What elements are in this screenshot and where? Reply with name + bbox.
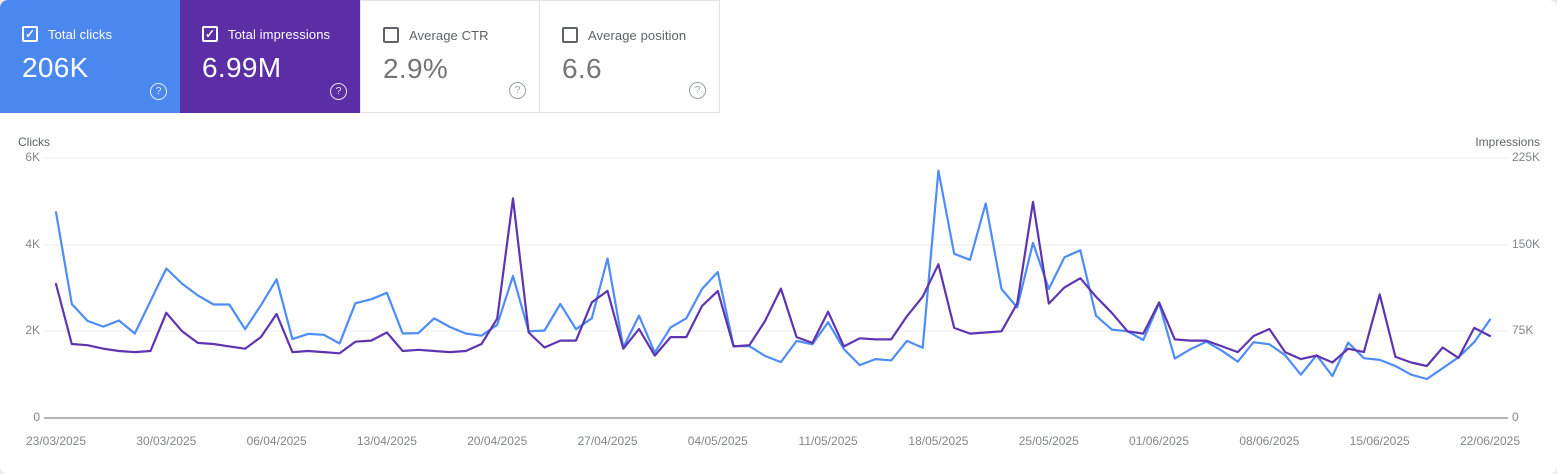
x-axis-tick-label: 11/05/2025	[798, 434, 858, 448]
left-axis-tick-label: 2K	[25, 323, 40, 337]
checkbox-unchecked-icon[interactable]	[562, 27, 578, 43]
checkbox-checked-icon[interactable]: ✓	[202, 26, 218, 42]
x-axis-tick-label: 27/04/2025	[577, 434, 638, 448]
metric-label: Total clicks	[48, 26, 113, 42]
help-icon[interactable]: ?	[150, 83, 167, 100]
right-axis-title: Impressions	[1475, 135, 1540, 149]
left-axis-tick-label: 6K	[25, 150, 40, 164]
right-axis-tick-label: 225K	[1512, 150, 1541, 164]
x-axis-tick-label: 04/05/2025	[687, 434, 748, 448]
checkbox-checked-icon[interactable]: ✓	[22, 26, 38, 42]
x-axis-tick-label: 22/06/2025	[1459, 434, 1520, 448]
metric-card-total-clicks[interactable]: ✓ Total clicks 206K?	[0, 0, 180, 113]
metric-value: 206K	[22, 52, 89, 83]
metric-card-header: ✓ Total impressions	[202, 26, 360, 42]
total-impressions-line	[54, 197, 1492, 368]
help-icon[interactable]: ?	[689, 82, 706, 99]
x-axis-tick-label: 06/04/2025	[246, 434, 307, 448]
x-axis-tick-label: 23/03/2025	[25, 434, 87, 448]
metric-card-average-ctr[interactable]: Average CTR 2.9%?	[360, 0, 540, 113]
left-axis-title: Clicks	[18, 135, 50, 149]
metric-value: 6.6	[562, 53, 602, 84]
x-axis-tick-label: 20/04/2025	[467, 434, 528, 448]
x-axis-tick-label: 30/03/2025	[136, 434, 197, 448]
metric-card-header: ✓ Total clicks	[22, 26, 180, 42]
checkbox-unchecked-icon[interactable]	[383, 27, 399, 43]
x-axis-tick-label: 15/06/2025	[1349, 434, 1410, 448]
x-axis-tick-label: 18/05/2025	[908, 434, 969, 448]
metric-card-total-impressions[interactable]: ✓ Total impressions 6.99M?	[180, 0, 360, 113]
left-axis-tick-label: 4K	[25, 237, 40, 251]
left-axis-tick-label: 0	[33, 410, 40, 424]
help-icon[interactable]: ?	[330, 83, 347, 100]
x-axis-tick-label: 25/05/2025	[1018, 434, 1079, 448]
metric-label: Total impressions	[228, 26, 331, 42]
help-icon[interactable]: ?	[509, 82, 526, 99]
right-axis-tick-label: 75K	[1512, 323, 1534, 337]
total-clicks-line	[54, 169, 1492, 381]
right-axis-tick-label: 0	[1512, 410, 1519, 424]
x-axis-tick-label: 13/04/2025	[356, 434, 417, 448]
metric-label: Average position	[588, 27, 687, 43]
x-axis-tick-label: 08/06/2025	[1239, 434, 1300, 448]
metric-value: 2.9%	[383, 53, 449, 84]
metric-value: 6.99M	[202, 52, 282, 83]
metric-label: Average CTR	[409, 27, 489, 43]
metric-card-header: Average position	[562, 27, 719, 43]
right-axis-tick-label: 150K	[1512, 237, 1541, 251]
metric-card-average-position[interactable]: Average position 6.6?	[540, 0, 720, 113]
metric-card-header: Average CTR	[383, 27, 539, 43]
metric-cards: ✓ Total clicks 206K? ✓ Total impressions 6.99…	[0, 0, 720, 113]
x-axis-tick-label: 01/06/2025	[1129, 434, 1190, 448]
